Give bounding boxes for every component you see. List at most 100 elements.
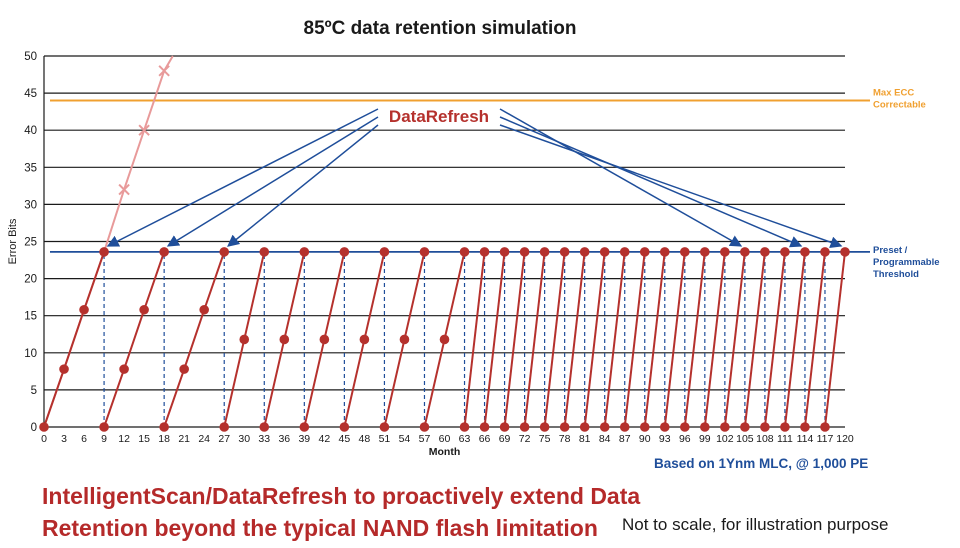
refresh-cycle-line bbox=[663, 251, 686, 428]
no-refresh-x-marker bbox=[138, 124, 150, 136]
refresh-data-point bbox=[119, 364, 129, 374]
refresh-data-point bbox=[439, 334, 450, 345]
refresh-data-point bbox=[559, 247, 570, 257]
x-tick-label: 57 bbox=[419, 433, 431, 445]
refresh-data-point bbox=[399, 334, 410, 345]
refresh-cycle-line bbox=[803, 251, 826, 428]
refresh-cycle-line bbox=[743, 251, 766, 428]
threshold-label: Programmable bbox=[873, 257, 940, 268]
x-tick-label: 45 bbox=[339, 433, 351, 445]
x-tick-label: 27 bbox=[218, 433, 230, 445]
refresh-data-point bbox=[720, 247, 730, 257]
x-tick-label: 120 bbox=[836, 433, 854, 445]
x-tick-label: 54 bbox=[399, 433, 411, 445]
refresh-data-point bbox=[419, 422, 430, 432]
refresh-data-point bbox=[519, 422, 530, 432]
x-tick-label: 81 bbox=[579, 433, 591, 445]
refresh-data-point bbox=[239, 334, 250, 345]
refresh-data-point bbox=[459, 247, 470, 257]
x-tick-label: 105 bbox=[736, 433, 754, 445]
x-tick-label: 66 bbox=[479, 433, 491, 445]
refresh-data-point bbox=[639, 422, 650, 432]
x-tick-label: 15 bbox=[138, 433, 150, 445]
refresh-data-point bbox=[159, 247, 169, 257]
x-axis-title: Month bbox=[429, 446, 461, 458]
y-tick-label: 50 bbox=[24, 51, 37, 63]
refresh-data-point bbox=[680, 247, 690, 257]
refresh-data-point bbox=[539, 422, 550, 432]
x-tick-label: 6 bbox=[81, 433, 87, 445]
refresh-data-point bbox=[599, 422, 610, 432]
datarefresh-arrow bbox=[499, 108, 743, 247]
refresh-series bbox=[39, 247, 850, 432]
chart-title: 85ºC data retention simulation bbox=[303, 18, 577, 39]
refresh-data-point bbox=[820, 422, 830, 432]
refresh-data-point bbox=[559, 422, 570, 432]
datarefresh-arrow bbox=[499, 124, 843, 249]
y-tick-label: 15 bbox=[24, 311, 37, 323]
x-tick-label: 36 bbox=[278, 433, 290, 445]
refresh-data-point bbox=[840, 247, 850, 257]
refresh-cycle-line bbox=[783, 251, 806, 428]
threshold-label: Preset / bbox=[873, 245, 908, 256]
x-tick-label: 69 bbox=[499, 433, 511, 445]
no-refresh-x-marker bbox=[158, 65, 170, 77]
max-ecc-label: Correctable bbox=[873, 100, 926, 111]
refresh-data-point bbox=[760, 247, 770, 257]
refresh-data-point bbox=[219, 422, 230, 432]
datarefresh-arrow bbox=[227, 124, 379, 247]
x-tick-label: 42 bbox=[319, 433, 331, 445]
datarefresh-label: DataRefresh bbox=[389, 107, 489, 126]
refresh-cycle-line bbox=[103, 251, 166, 428]
refresh-data-point bbox=[79, 304, 89, 315]
refresh-data-point bbox=[599, 247, 610, 257]
y-axis-title: Error Bits bbox=[7, 218, 19, 264]
refresh-data-point bbox=[179, 364, 189, 374]
refresh-data-point bbox=[299, 422, 310, 432]
refresh-data-point bbox=[700, 422, 710, 432]
refresh-data-point bbox=[159, 422, 169, 432]
y-tick-label: 25 bbox=[24, 237, 37, 249]
refresh-data-point bbox=[419, 247, 430, 257]
refresh-data-point bbox=[299, 247, 310, 257]
x-tick-label: 78 bbox=[559, 433, 571, 445]
x-tick-label: 18 bbox=[158, 433, 170, 445]
x-tick-label: 102 bbox=[716, 433, 734, 445]
refresh-cycle-line bbox=[643, 251, 666, 428]
refresh-data-point bbox=[479, 247, 490, 257]
x-tick-label: 75 bbox=[539, 433, 551, 445]
refresh-data-point bbox=[740, 422, 750, 432]
refresh-data-point bbox=[259, 422, 270, 432]
refresh-data-point bbox=[820, 247, 830, 257]
refresh-cycle-line bbox=[823, 251, 846, 428]
refresh-data-point bbox=[459, 422, 470, 432]
x-tick-label: 87 bbox=[619, 433, 631, 445]
x-tick-label: 63 bbox=[459, 433, 471, 445]
datarefresh-arrows bbox=[106, 108, 843, 249]
scale-note: Not to scale, for illustration purpose bbox=[622, 515, 889, 534]
refresh-data-point bbox=[339, 247, 350, 257]
refresh-data-point bbox=[800, 422, 810, 432]
y-tick-label: 30 bbox=[24, 199, 37, 211]
headline-line-2: Retention beyond the typical NAND flash … bbox=[42, 515, 598, 541]
x-tick-label: 99 bbox=[699, 433, 711, 445]
x-tick-label: 90 bbox=[639, 433, 651, 445]
y-tick-label: 40 bbox=[24, 125, 37, 137]
x-tick-label: 48 bbox=[359, 433, 371, 445]
no-refresh-x-marker bbox=[118, 183, 130, 196]
refresh-data-point bbox=[579, 422, 590, 432]
x-tick-label: 117 bbox=[817, 433, 834, 445]
y-tick-label: 10 bbox=[24, 348, 37, 360]
refresh-cycle-line bbox=[543, 251, 566, 428]
y-tick-label: 0 bbox=[31, 422, 37, 434]
refresh-data-point bbox=[59, 364, 69, 374]
x-tick-label: 108 bbox=[756, 433, 774, 445]
x-tick-label: 33 bbox=[258, 433, 270, 445]
x-tick-label: 51 bbox=[379, 433, 391, 445]
x-tick-label: 111 bbox=[777, 433, 793, 445]
datarefresh-arrow bbox=[166, 116, 379, 247]
refresh-data-point bbox=[359, 334, 370, 345]
headline-line-1: IntelligentScan/DataRefresh to proactive… bbox=[42, 483, 641, 509]
refresh-data-point bbox=[499, 247, 510, 257]
